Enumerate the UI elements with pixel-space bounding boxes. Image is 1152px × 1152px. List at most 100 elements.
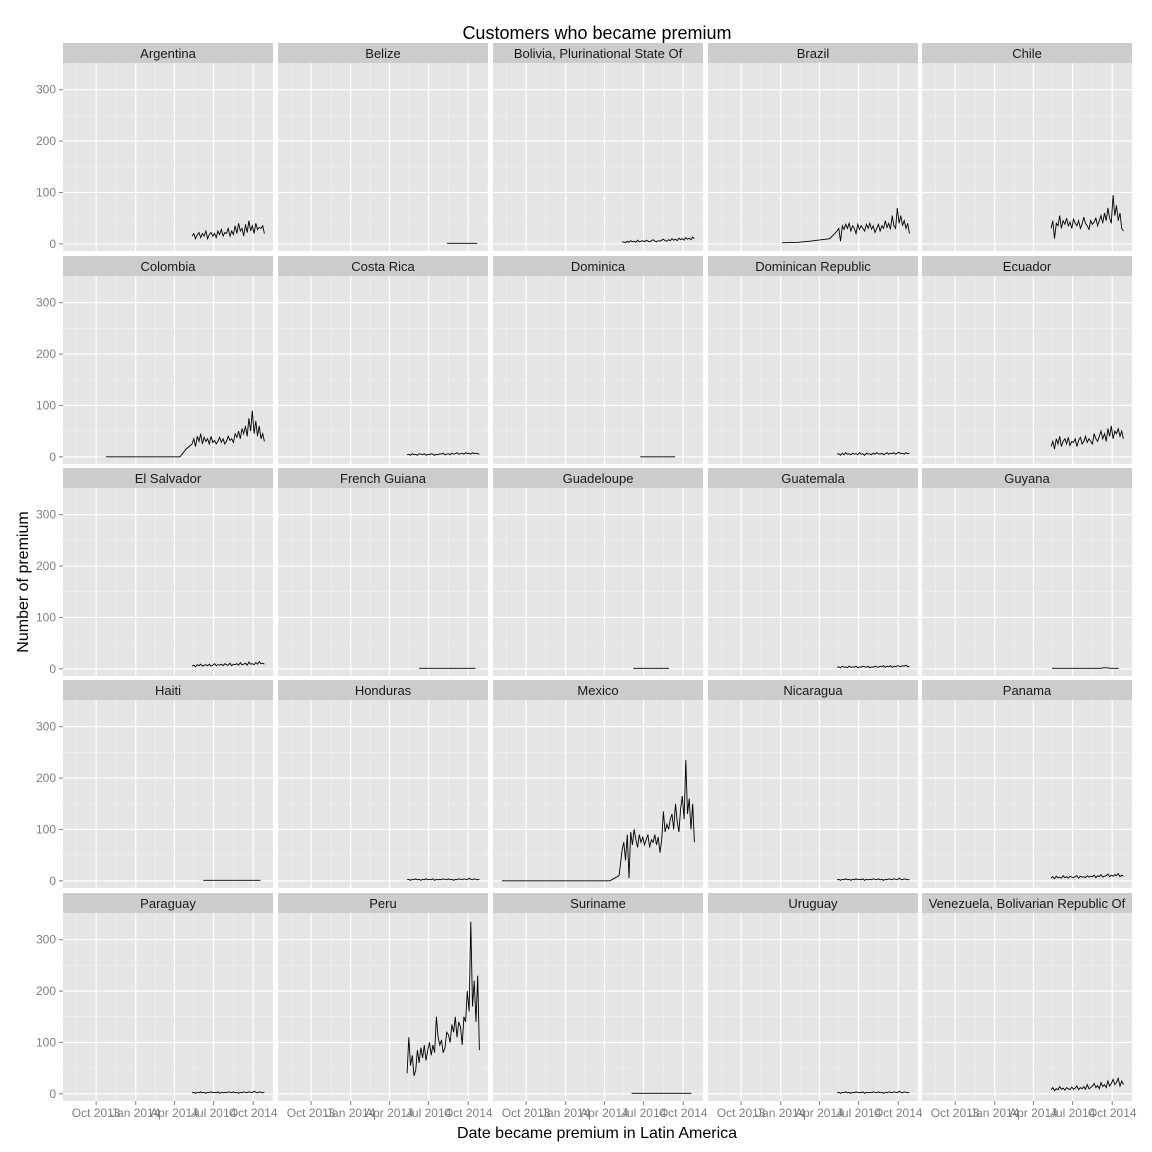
facet-strip [278, 43, 488, 63]
panel-background [493, 63, 703, 251]
x-tick-label: Jan 2014 [541, 1106, 591, 1120]
facet-strip-label: Costa Rica [351, 259, 415, 274]
facet-strip-label: French Guiana [340, 471, 427, 486]
y-tick-label: 200 [36, 347, 56, 361]
series-line [836, 664, 910, 669]
series-line [406, 921, 480, 1076]
facet-panel: Argentina 0 100 200 300 [36, 43, 274, 251]
facet-strip-label: Mexico [577, 683, 618, 698]
y-tick-label: 0 [49, 1087, 56, 1101]
facet-panel: Colombia 0 100 200 300 [36, 256, 274, 464]
y-tick-label: 200 [36, 134, 56, 148]
x-tick-label: Oct 2014 [874, 1106, 923, 1120]
facet-strip [708, 680, 918, 700]
facet-strip [493, 893, 703, 913]
facet-panel: Dominican Republic [708, 256, 919, 464]
facet-strip-label: Paraguay [140, 896, 196, 911]
series-line [1050, 872, 1124, 880]
facet-strip [493, 43, 703, 63]
facet-strip [708, 43, 918, 63]
series-line [191, 220, 265, 241]
panel-background [922, 913, 1132, 1101]
facet-strip [63, 893, 273, 913]
y-tick-label: 200 [36, 559, 56, 573]
y-tick-label: 100 [36, 822, 56, 836]
series-line [106, 410, 265, 458]
x-tick-label: Oct 2014 [659, 1106, 708, 1120]
facet-strip-label: Nicaragua [783, 683, 843, 698]
facet-panel: Ecuador [922, 256, 1133, 464]
facet-strip-label: Guadeloupe [563, 471, 634, 486]
facet-strip-label: Honduras [355, 683, 412, 698]
panel-background [63, 488, 273, 676]
x-tick-label: Oct 2013 [287, 1106, 336, 1120]
facet-strip-label: Peru [369, 896, 396, 911]
facet-panel: Mexico [493, 680, 704, 888]
panel-background [493, 276, 703, 464]
x-tick-label: Apr 2014 [1009, 1106, 1058, 1120]
facet-panel: Guyana [922, 468, 1133, 676]
panel-background [63, 700, 273, 888]
series-line [1050, 1076, 1124, 1092]
facet-strip [922, 680, 1132, 700]
y-tick-label: 300 [36, 83, 56, 97]
facet-strip [708, 468, 918, 488]
y-tick-label: 200 [36, 771, 56, 785]
series-line [1052, 667, 1119, 669]
series-line [1050, 425, 1124, 450]
x-tick-label: Apr 2014 [795, 1106, 844, 1120]
panel-background [63, 276, 273, 464]
panel-background [278, 63, 488, 251]
facet-strip-label: Venezuela, Bolivarian Republic Of [929, 896, 1126, 911]
panel-background [922, 488, 1132, 676]
facet-strip [922, 43, 1132, 63]
y-tick-label: 0 [49, 450, 56, 464]
panel-background [708, 63, 918, 251]
facet-panel: Honduras [278, 680, 489, 888]
y-tick-label: 0 [49, 874, 56, 888]
series-line [836, 451, 910, 456]
series-line [1050, 194, 1124, 239]
facet-panel: Venezuela, Bolivarian Republic Of Oct 201… [922, 893, 1137, 1120]
facet-panel: Bolivia, Plurinational State Of [493, 43, 704, 251]
facet-strip [278, 680, 488, 700]
x-tick-label: Oct 2014 [229, 1106, 278, 1120]
facet-strip [708, 256, 918, 276]
facet-strip [278, 893, 488, 913]
x-tick-label: Oct 2013 [717, 1106, 766, 1120]
panel-background [278, 276, 488, 464]
series-line [781, 207, 910, 244]
facet-strip [63, 680, 273, 700]
facet-strip-label: Colombia [141, 259, 197, 274]
facet-strip [922, 256, 1132, 276]
facet-panel: Nicaragua [708, 680, 919, 888]
series-line [191, 1090, 265, 1094]
x-tick-label: Oct 2013 [72, 1106, 121, 1120]
panel-background [278, 700, 488, 888]
y-tick-label: 300 [36, 296, 56, 310]
x-axis-label: Date became premium in Latin America [457, 1125, 737, 1142]
x-tick-label: Oct 2014 [1088, 1106, 1137, 1120]
y-tick-label: 200 [36, 984, 56, 998]
panel-background [922, 276, 1132, 464]
x-tick-label: Oct 2013 [502, 1106, 551, 1120]
panel-background [63, 63, 273, 251]
y-tick-label: 100 [36, 398, 56, 412]
x-tick-label: Jul 2014 [621, 1106, 667, 1120]
facet-panel: Dominica [493, 256, 704, 464]
x-tick-label: Jul 2014 [406, 1106, 452, 1120]
series-line [502, 760, 695, 882]
x-tick-label: Jan 2014 [111, 1106, 161, 1120]
facet-strip-label: Ecuador [1003, 259, 1052, 274]
panel-background [493, 700, 703, 888]
facet-strip [278, 256, 488, 276]
y-tick-label: 100 [36, 185, 56, 199]
panel-background [493, 488, 703, 676]
x-tick-label: Jan 2014 [756, 1106, 806, 1120]
x-tick-label: Jul 2014 [1050, 1106, 1096, 1120]
facet-strip-label: El Salvador [135, 471, 202, 486]
